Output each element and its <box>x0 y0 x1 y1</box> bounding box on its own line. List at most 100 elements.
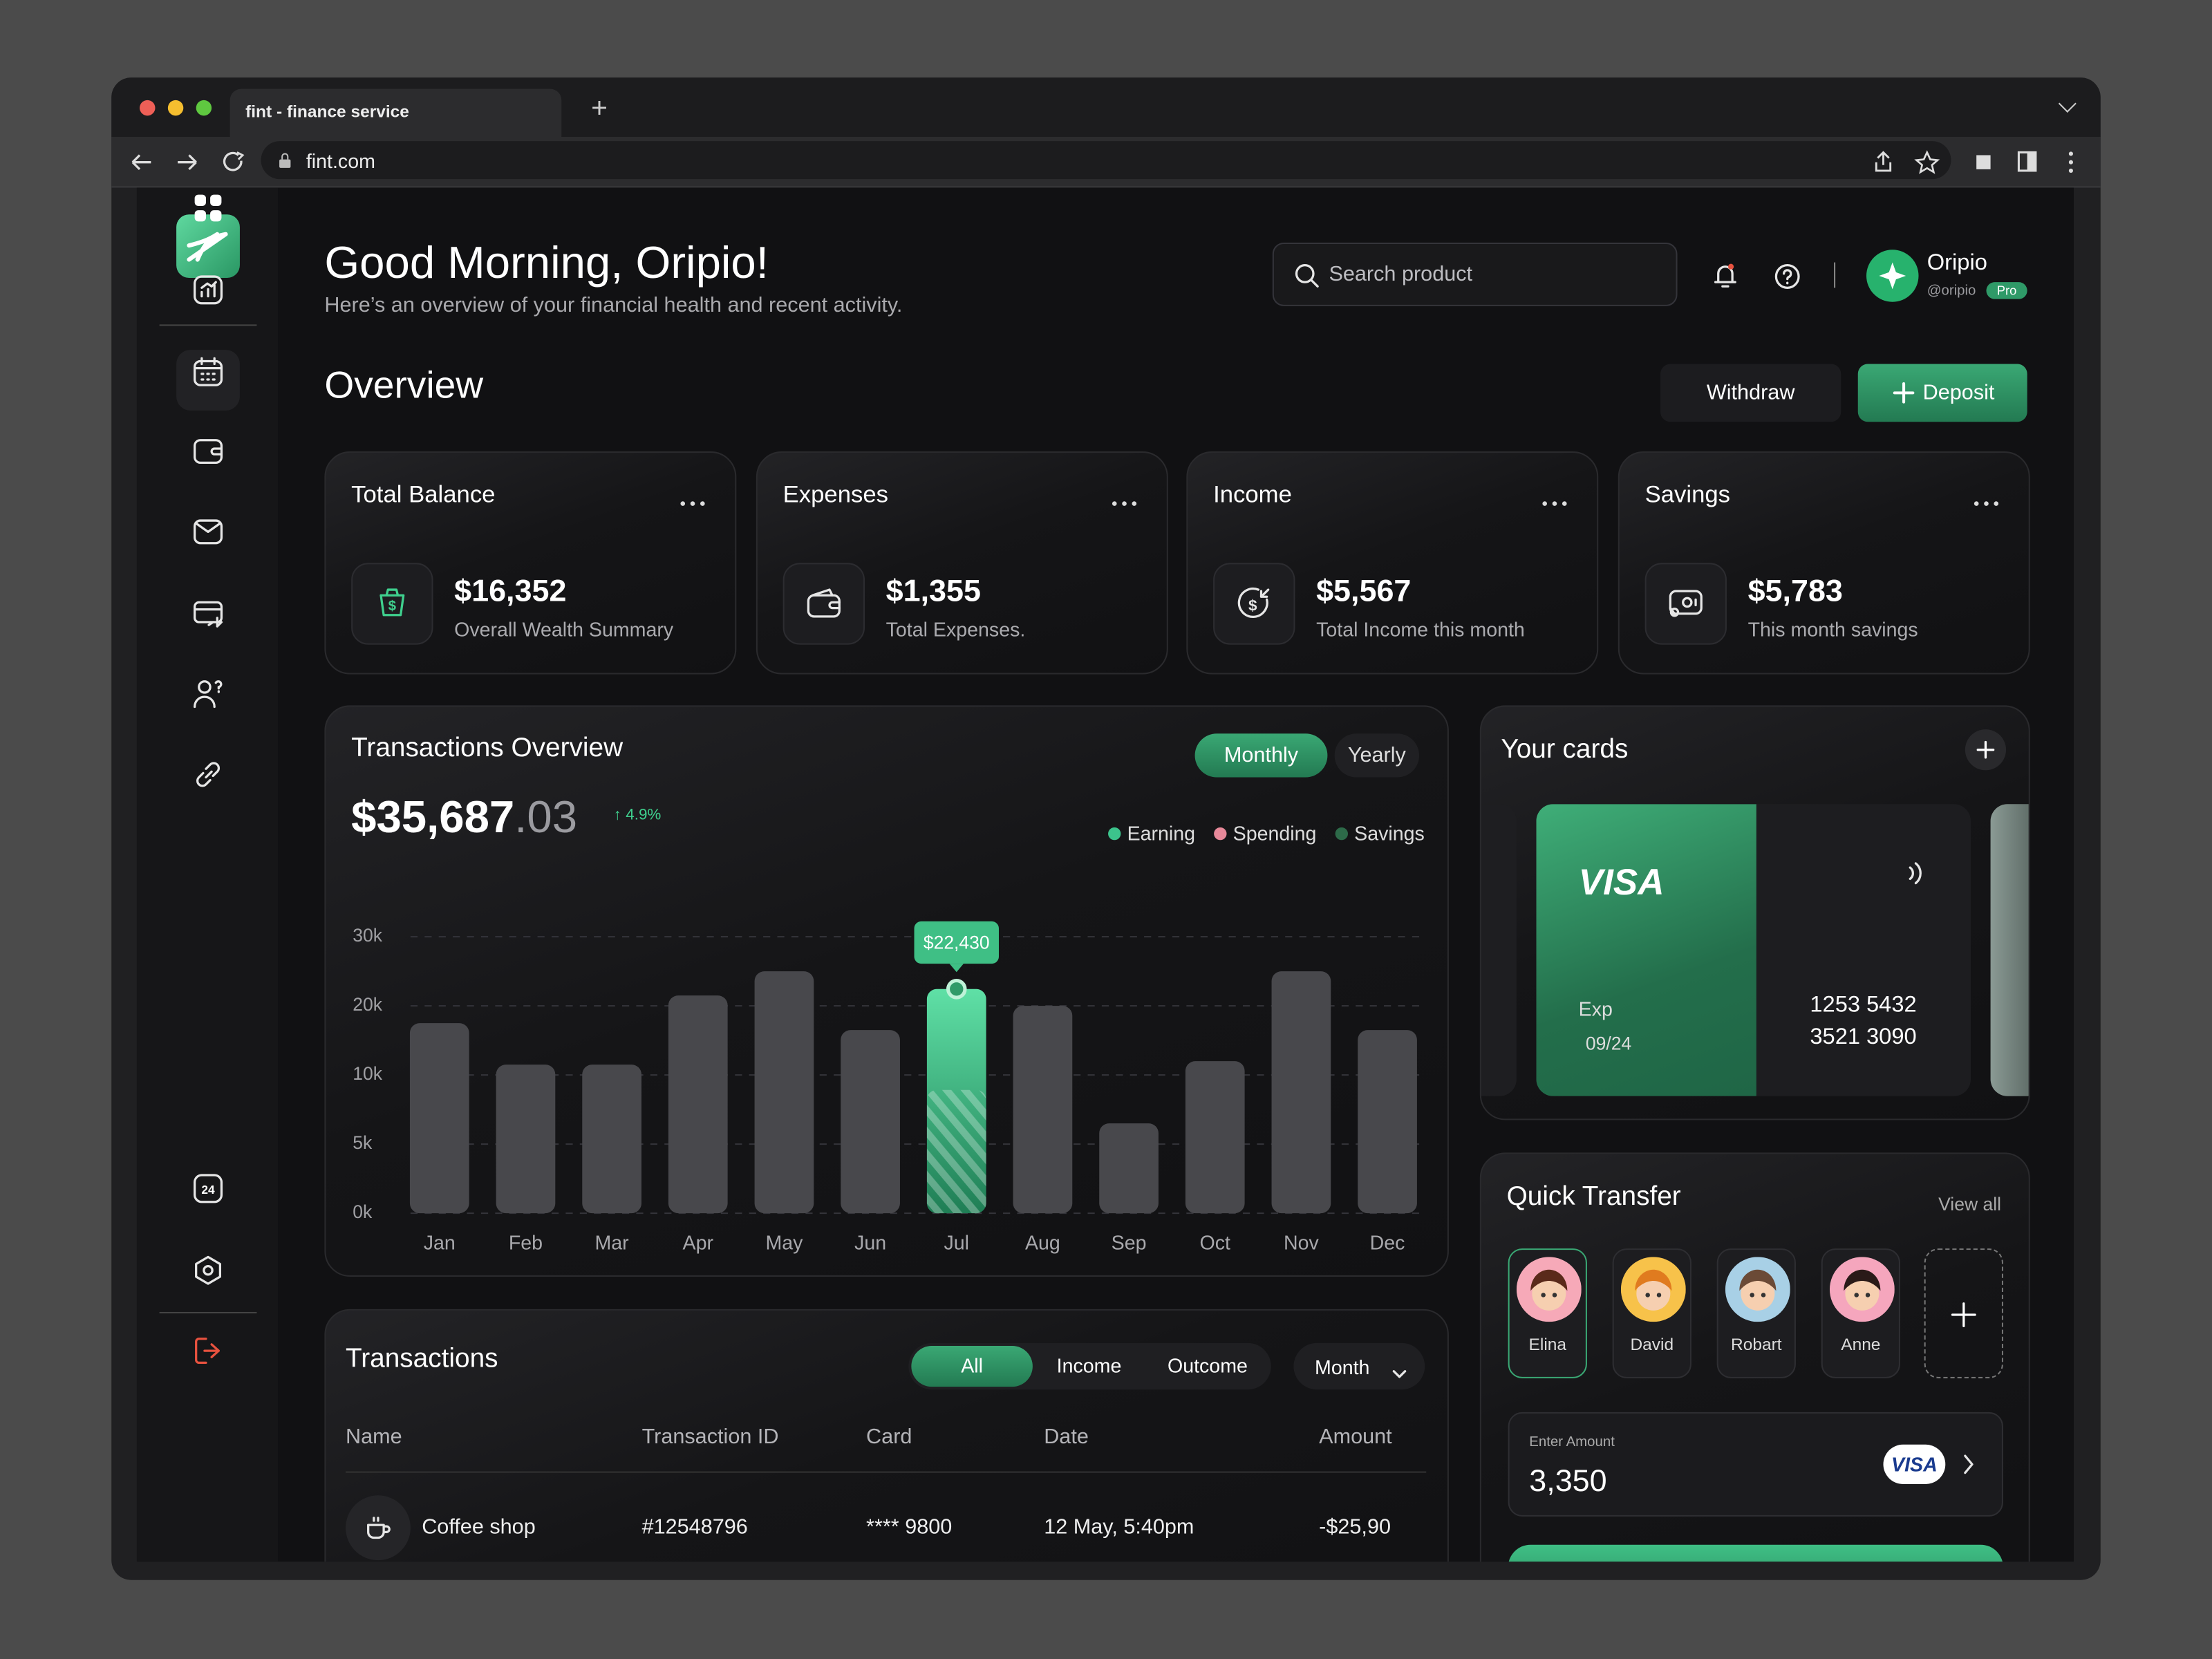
more-icon-svg <box>680 501 705 506</box>
nav-icon[interactable] <box>192 597 225 629</box>
add-contact[interactable] <box>1924 1248 2003 1378</box>
address-bar[interactable] <box>261 141 1951 180</box>
x-tick-label: Feb <box>509 1232 543 1255</box>
plus-icon-svg <box>1951 1302 1976 1327</box>
chevron-icon-svg <box>1964 1454 1974 1474</box>
period-select[interactable]: Month <box>1293 1342 1425 1390</box>
toolbar-icons[interactable] <box>1869 148 2081 176</box>
stat-icon-box: $ <box>1213 563 1295 645</box>
stat-card: Expenses $1,355 Total Expenses. <box>756 451 1168 675</box>
legend-dot <box>1214 827 1227 841</box>
qt-title: Quick Transfer <box>1506 1182 1681 1212</box>
bell-icon[interactable] <box>1712 261 1740 290</box>
plus-icon <box>1892 381 1916 405</box>
period-label: Month <box>1315 1356 1370 1378</box>
nav-icon-svg <box>194 519 223 545</box>
y-tick-label: 10k <box>353 1063 382 1084</box>
row-icon <box>346 1495 411 1561</box>
stat-icon-box <box>1644 563 1727 645</box>
new-tab[interactable]: + <box>591 93 608 124</box>
plus-icon-svg <box>1976 740 1995 759</box>
chevron-icon <box>1392 1361 1407 1378</box>
row-divider <box>346 1471 1427 1473</box>
plus-icon <box>1951 1302 1976 1328</box>
nav-icon[interactable] <box>192 1335 225 1367</box>
period-yearly[interactable]: Yearly <box>1334 733 1420 778</box>
transactions-title: Transactions <box>346 1344 498 1374</box>
amount-value: 3,350 <box>1529 1463 1607 1499</box>
contact[interactable]: David <box>1612 1248 1691 1378</box>
tab[interactable] <box>229 88 562 137</box>
card-number-group: 3090 <box>1866 1025 1917 1050</box>
contact-name: David <box>1630 1334 1674 1355</box>
more-icon[interactable] <box>1110 489 1138 506</box>
y-tick-label: 30k <box>353 925 382 946</box>
nav-icon[interactable] <box>192 274 225 306</box>
nav-icon[interactable] <box>192 435 225 467</box>
bar <box>1013 1006 1073 1214</box>
svg-text:24: 24 <box>201 1183 215 1197</box>
x-tick-label: Aug <box>1025 1232 1060 1255</box>
bar <box>1271 971 1331 1214</box>
contact-avatar-svg <box>1725 1257 1790 1322</box>
contact-avatar <box>1620 1257 1686 1322</box>
more-icon[interactable] <box>679 489 707 506</box>
contact-name: Anne <box>1841 1334 1881 1355</box>
avatar-mark-svg <box>1879 262 1906 290</box>
subtitle: Here’s an overview of your financial hea… <box>324 293 903 318</box>
sidebar-divider <box>159 1311 257 1313</box>
search-placeholder: Search product <box>1329 262 1473 287</box>
stat-icon-svg: $ <box>1237 587 1270 619</box>
y-tick-label: 0k <box>353 1201 373 1222</box>
withdraw-button[interactable]: Withdraw <box>1660 364 1841 422</box>
bar-chart: Earning Spending Savings 0k 5k 10k 20k 30k Jan Fe… <box>353 823 1425 1255</box>
card-number-group: 3521 <box>1810 1025 1861 1050</box>
x-tick-label: Oct <box>1200 1232 1230 1255</box>
user-handle: @oripio <box>1927 283 1976 299</box>
nav-icon[interactable] <box>192 192 225 225</box>
column-header: Date <box>1044 1425 1089 1449</box>
max-dot[interactable] <box>196 100 212 116</box>
nav-buttons[interactable] <box>126 145 253 179</box>
send-button[interactable] <box>1508 1544 2003 1562</box>
help-icon[interactable] <box>1773 263 1801 291</box>
legend-label: Savings <box>1354 823 1425 845</box>
add-card-button[interactable] <box>1965 729 2007 771</box>
cards-title: Your cards <box>1501 735 1629 765</box>
nav-icon[interactable] <box>192 677 225 710</box>
nav-icon[interactable] <box>192 355 225 388</box>
close-dot[interactable] <box>140 100 156 116</box>
search-box[interactable]: Search product <box>1272 243 1678 306</box>
contact[interactable]: Robart <box>1716 1248 1796 1378</box>
user-avatar[interactable] <box>1866 250 1919 302</box>
filter-1[interactable]: Income <box>1056 1354 1122 1377</box>
legend-dot <box>1335 827 1348 841</box>
overview-title: Overview <box>324 364 484 406</box>
nav-icon-svg <box>194 357 223 386</box>
contact-name: Elina <box>1528 1334 1567 1355</box>
nav-icon[interactable] <box>192 1254 225 1286</box>
contact[interactable]: Elina <box>1508 1248 1587 1378</box>
plus-icon <box>1976 740 1995 759</box>
header-divider <box>1834 262 1836 288</box>
amount-box[interactable]: Enter Amount 3,350 VISA <box>1508 1412 2003 1517</box>
cell: 12 May, 5:40pm <box>1044 1515 1194 1539</box>
more-icon[interactable] <box>1972 489 2000 506</box>
period-monthly[interactable]: Monthly <box>1194 733 1328 778</box>
column-header: Name <box>346 1425 402 1449</box>
url: fint.com <box>306 149 375 172</box>
view-all-link[interactable]: View all <box>1938 1193 2002 1215</box>
contact[interactable]: Anne <box>1821 1248 1900 1378</box>
column-header: Transaction ID <box>641 1425 779 1449</box>
nav-icon[interactable]: 24 <box>192 1172 225 1205</box>
filter-2[interactable]: Outcome <box>1167 1354 1248 1377</box>
min-dot[interactable] <box>167 100 184 116</box>
more-icon[interactable] <box>1541 489 1569 506</box>
stat-caption: Overall Wealth Summary <box>454 617 674 641</box>
nav-icon[interactable] <box>192 515 225 547</box>
card-number-group: 1253 <box>1810 993 1861 1018</box>
deposit-button[interactable]: Deposit <box>1857 364 2027 422</box>
nav-icon[interactable] <box>192 758 225 790</box>
filter-0[interactable]: All <box>911 1345 1033 1387</box>
